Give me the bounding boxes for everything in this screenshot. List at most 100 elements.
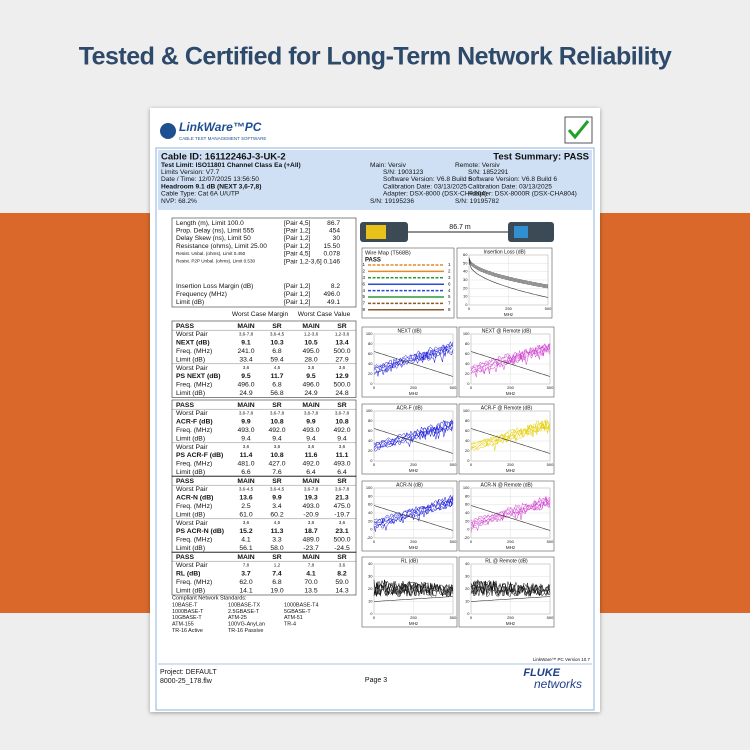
trace: [470, 419, 551, 445]
cell: 3,6-7,8: [335, 411, 350, 416]
y-tick-label: 0: [370, 381, 373, 386]
y-tick-label: 10: [463, 294, 468, 299]
standards-title: Compliant Network Standards:: [172, 595, 247, 601]
x-tick-label: 250: [505, 306, 512, 311]
pin-left: 5: [362, 294, 365, 299]
summary-pair: [Pair 1,2]: [284, 235, 311, 242]
cell: SR: [337, 554, 347, 561]
graph-title: NEXT (dB): [397, 328, 421, 334]
x-tick-label: 500: [547, 385, 554, 390]
cell: 3,6: [339, 365, 346, 370]
standard: 1000BASE-T: [172, 609, 204, 615]
cell: 60.2: [270, 511, 283, 518]
header-left: Date / Time: 12/07/2025 13:56:50: [161, 176, 259, 183]
x-tick-label: 500: [547, 539, 554, 544]
x-tick-label: 250: [410, 539, 417, 544]
cell: 495.0: [302, 348, 319, 355]
row-label: Limit (dB): [176, 469, 205, 476]
header-remote: Remote: Versiv: [455, 162, 500, 169]
cell: 10.8: [270, 419, 283, 426]
y-tick-label: 100: [463, 485, 470, 490]
summary-label: Resist. Unbal. (ohms), Limit 0.450: [176, 251, 246, 256]
y-tick-label: 40: [368, 510, 373, 515]
y-tick-label: 40: [465, 510, 470, 515]
y-tick-label: 0: [467, 527, 470, 532]
pin-right: 3: [448, 275, 451, 280]
pin-right: 2: [448, 269, 451, 274]
row-label: Freq. (MHz): [176, 537, 212, 544]
trace: [468, 257, 549, 286]
cell: 11.1: [336, 452, 349, 459]
cell: 14.1: [239, 587, 252, 594]
cell: MAIN: [237, 554, 254, 561]
x-axis-label: MHz: [504, 312, 514, 317]
x-tick-label: 250: [507, 385, 514, 390]
y-tick-label: 80: [368, 418, 373, 423]
pin-left: 6: [362, 281, 365, 286]
y-tick-label: 60: [463, 252, 468, 257]
y-tick-label: 20: [465, 371, 470, 376]
x-axis-label: MHz: [409, 391, 419, 396]
cell: 4.1: [306, 571, 316, 578]
cell: 13.5: [304, 587, 317, 594]
y-tick-label: 80: [465, 341, 470, 346]
y-tick-label: 0: [467, 381, 470, 386]
standard: 10GBASE-T: [172, 615, 202, 621]
cell: 6.8: [272, 382, 282, 389]
cell: 4.1: [241, 537, 251, 544]
y-tick-label: -20: [367, 535, 374, 540]
pin-right: 5: [448, 294, 451, 299]
section-box: [171, 320, 357, 398]
x-tick-label: 0: [373, 385, 376, 390]
standard: TR-16 Passive: [228, 628, 263, 634]
cell: 3,6-7,8: [335, 487, 350, 492]
x-axis-label: MHz: [409, 621, 419, 626]
header-remote: S/N: 1852291: [468, 169, 509, 176]
cell: 62.0: [239, 579, 252, 586]
summary-value: 0.146: [323, 258, 340, 265]
graph-title: ACR-F @ Remote (dB): [481, 405, 533, 411]
trace: [373, 348, 454, 375]
cell: 56.1: [239, 545, 252, 552]
row-label: Freq. (MHz): [176, 579, 212, 586]
y-tick-label: 40: [465, 438, 470, 443]
pin-left: 2: [362, 269, 365, 274]
pin-right: 1: [448, 262, 451, 267]
trace: [373, 579, 454, 597]
cell: MAIN: [302, 323, 319, 330]
row-label: Worst Pair: [176, 365, 208, 372]
cell: 3,6-7,8: [304, 487, 319, 492]
x-axis-label: MHz: [409, 468, 419, 473]
cell: MAIN: [237, 478, 254, 485]
summary-value: 8.2: [331, 283, 340, 290]
y-tick-label: 40: [368, 361, 373, 366]
trace: [468, 258, 549, 287]
y-tick-label: 80: [465, 418, 470, 423]
y-tick-label: 60: [465, 502, 470, 507]
cell: -20.9: [303, 511, 319, 518]
limit-line: [373, 505, 454, 531]
summary-pair: [Pair 1,2]: [284, 283, 311, 290]
wire-map-box: [361, 247, 455, 319]
y-tick-label: 60: [368, 428, 373, 433]
y-tick-label: 100: [463, 331, 470, 336]
cell: 9.4: [272, 435, 282, 442]
cell: 3.4: [272, 503, 282, 510]
trace: [468, 260, 549, 289]
remote-light: [514, 226, 528, 238]
cell: 9.9: [272, 495, 282, 502]
cell: 492.0: [268, 427, 285, 434]
x-tick-label: 250: [507, 539, 514, 544]
row-label: RL (dB): [176, 571, 200, 578]
x-axis-label: MHz: [506, 391, 516, 396]
summary-label: Frequency (MHz): [176, 291, 227, 298]
standard: 2.5GBASE-T: [228, 609, 260, 615]
row-label: PS ACR-N (dB): [176, 528, 224, 535]
cell: 7,8: [308, 563, 315, 568]
limit-line: [470, 428, 551, 454]
cell: 18.7: [304, 528, 317, 535]
trace: [373, 501, 454, 532]
cell: 9.4: [241, 435, 251, 442]
case-header: Worst Case Margin: [232, 311, 289, 318]
